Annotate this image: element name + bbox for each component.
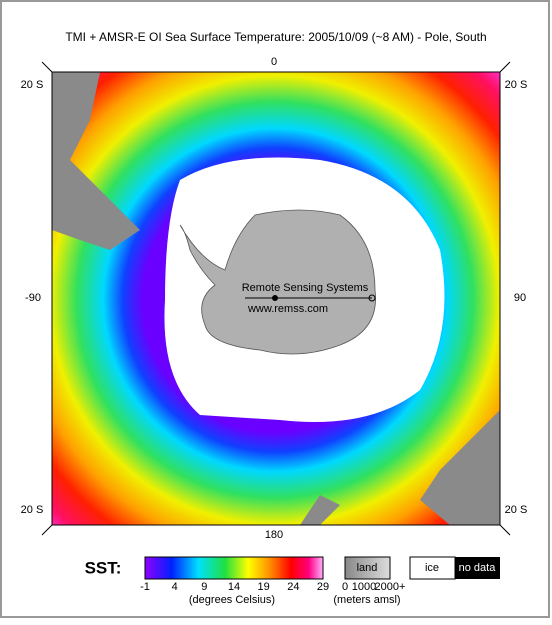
map: Remote Sensing Systems www.remss.com — [52, 72, 500, 525]
colorbar-tick: -1 — [140, 581, 150, 593]
corner-label: 20 S — [21, 504, 44, 516]
colorbar-tick: 29 — [317, 581, 329, 593]
land-tick: 1000 — [352, 581, 376, 593]
lon-label: 90 — [514, 292, 526, 304]
legend-unit: (degrees Celsius) — [189, 594, 275, 606]
lon-label: 0 — [271, 56, 277, 68]
land-unit: (meters amsl) — [333, 594, 400, 606]
credit: Remote Sensing Systems — [242, 282, 369, 294]
land-box — [344, 556, 391, 580]
colorbar — [144, 556, 324, 580]
colorbar-tick: 9 — [201, 581, 207, 593]
corner-label: 20 S — [21, 79, 44, 91]
legend-label: SST: — [85, 558, 122, 577]
title: TMI + AMSR-E OI Sea Surface Temperature:… — [65, 30, 486, 44]
lon-label: 180 — [265, 529, 283, 541]
colorbar-tick: 14 — [228, 581, 240, 593]
url: www.remss.com — [247, 303, 328, 315]
colorbar-tick: 19 — [258, 581, 270, 593]
colorbar-tick: 4 — [172, 581, 178, 593]
corner-label: 20 S — [505, 504, 528, 516]
map-border — [51, 71, 501, 526]
no-data-box — [455, 557, 500, 579]
corner-label: 20 S — [505, 79, 528, 91]
colorbar-tick: 24 — [287, 581, 299, 593]
no-data-label: no data — [459, 562, 497, 574]
lon-label: -90 — [25, 292, 41, 304]
land-label: land — [357, 562, 378, 574]
land-tick: 0 — [342, 581, 348, 593]
ice-label: ice — [425, 562, 439, 574]
land-tick: 2000+ — [375, 581, 406, 593]
